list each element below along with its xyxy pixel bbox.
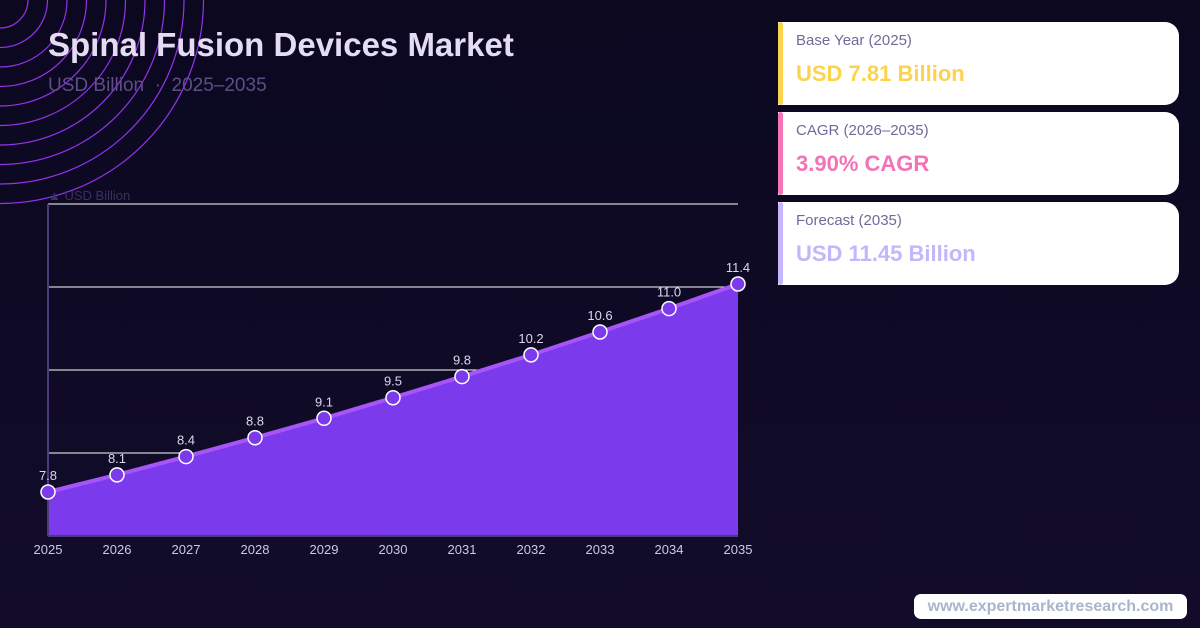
- x-tick-label: 2025: [34, 542, 63, 557]
- x-tick-label: 2028: [241, 542, 270, 557]
- x-tick-label: 2031: [448, 542, 477, 557]
- y-axis-label: ▲ USD Billion: [48, 188, 130, 203]
- data-label: 8.8: [246, 414, 264, 429]
- data-label: 9.5: [384, 374, 402, 389]
- source-link[interactable]: www.expertmarketresearch.com: [914, 594, 1187, 619]
- data-point: [316, 410, 332, 427]
- data-label: 10.2: [518, 331, 543, 346]
- base-year-card: Base Year (2025) USD 7.81 Billion: [778, 22, 1179, 105]
- data-point: [661, 300, 677, 317]
- data-label: 7.8: [39, 468, 57, 483]
- data-point: [247, 429, 263, 446]
- card-accent: [778, 22, 783, 105]
- data-label: 8.1: [108, 451, 126, 466]
- data-point: [40, 484, 56, 500]
- cagr-card: CAGR (2026–2035) 3.90% CAGR: [778, 112, 1179, 195]
- card-label: CAGR (2026–2035): [796, 122, 929, 139]
- data-label: 8.4: [177, 433, 195, 448]
- card-value: 3.90% CAGR: [796, 151, 930, 176]
- data-label: 10.6: [587, 308, 612, 323]
- data-label: 11.0: [657, 285, 681, 300]
- card-label: Forecast (2035): [796, 212, 902, 229]
- x-tick-label: 2034: [655, 542, 684, 557]
- x-tick-label: 2035: [724, 542, 753, 557]
- area-chart: ▲ USD Billion 7.8 2025 8.1 2026 8.4 2027 8.8 202…: [34, 188, 753, 557]
- card-label: Base Year (2025): [796, 32, 912, 49]
- data-point: [109, 467, 125, 483]
- forecast-card: Forecast (2035) USD 11.45 Billion: [778, 202, 1179, 285]
- data-point: [730, 276, 746, 292]
- card-value: USD 11.45 Billion: [796, 241, 976, 266]
- page-title: Spinal Fusion Devices Market: [48, 26, 514, 63]
- x-tick-label: 2027: [172, 542, 201, 557]
- area-fill: [48, 284, 738, 536]
- card-accent: [778, 112, 783, 195]
- data-point: [178, 448, 194, 465]
- data-label: 11.4: [726, 260, 750, 275]
- x-tick-label: 2030: [379, 542, 408, 557]
- x-tick-label: 2026: [103, 542, 132, 557]
- page-subtitle: USD Billion · 2025–2035: [48, 75, 267, 96]
- data-label: 9.8: [453, 353, 471, 368]
- x-tick-label: 2032: [517, 542, 546, 557]
- card-value: USD 7.81 Billion: [796, 61, 965, 86]
- data-point: [592, 324, 608, 340]
- data-point: [454, 368, 470, 385]
- data-point: [385, 389, 401, 406]
- data-point: [523, 347, 539, 363]
- x-tick-label: 2029: [310, 542, 339, 557]
- card-accent: [778, 202, 783, 285]
- x-tick-label: 2033: [586, 542, 615, 557]
- data-label: 9.1: [315, 394, 333, 409]
